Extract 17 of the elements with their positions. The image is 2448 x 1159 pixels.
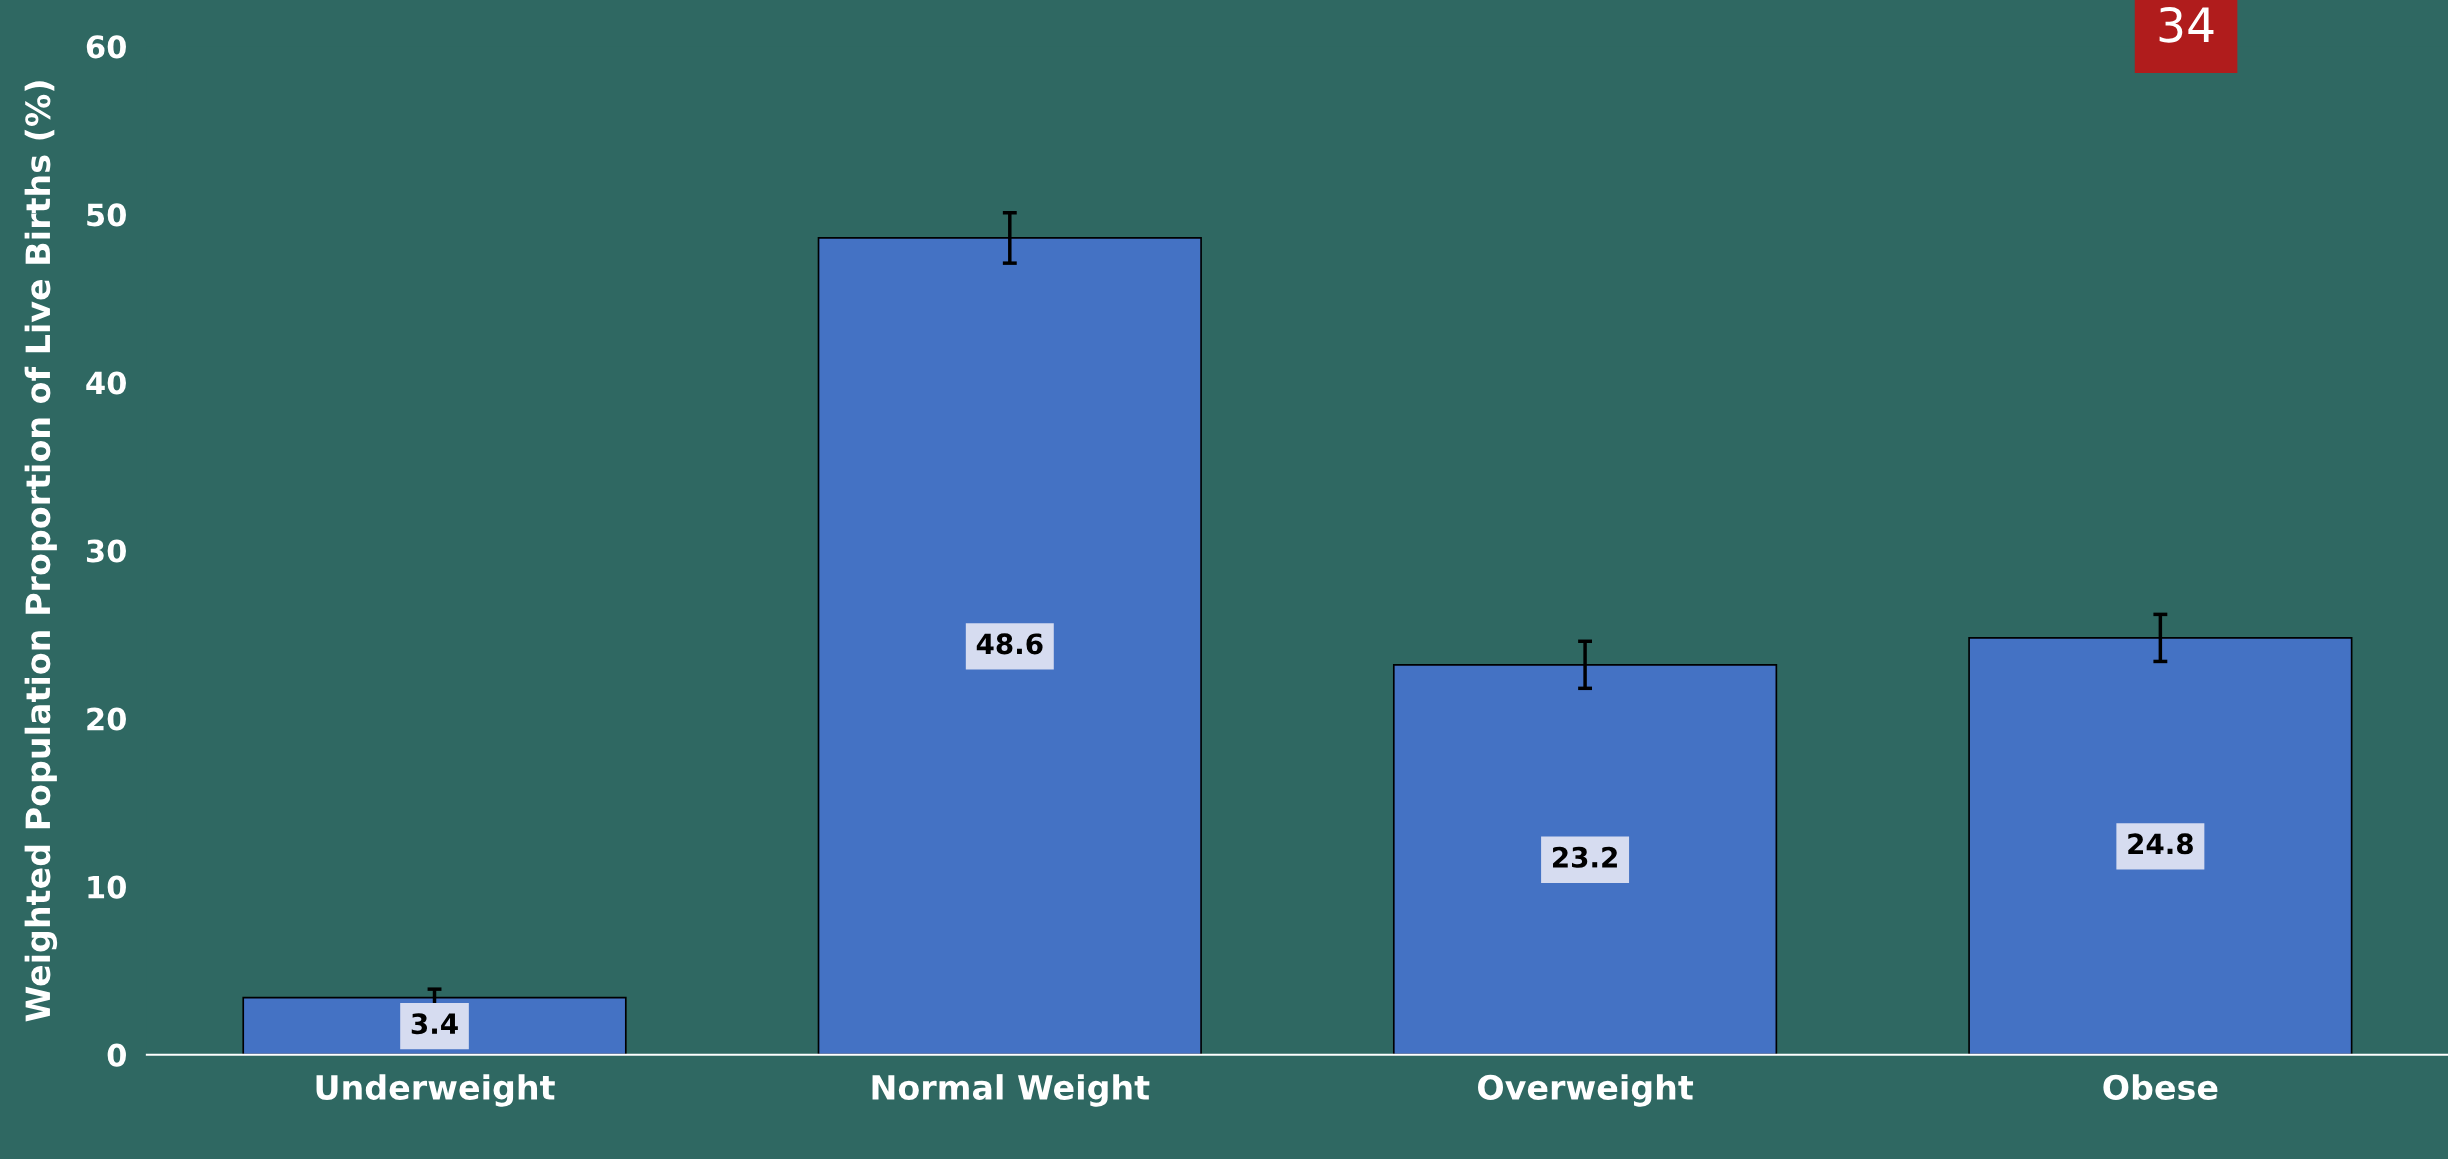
x-tick-label: Obese [2103,1074,2218,1100]
data-label: 24.8 [2128,833,2193,855]
y-tick-label: 40 [86,371,126,395]
y-tick-label: 60 [86,35,126,59]
y-tick-label: 20 [87,707,126,731]
y-tick-label: 10 [88,875,126,899]
data-label: 48.6 [976,633,1043,655]
y-axis-title: Weighted Population Proportion of Live Births (%) [24,81,58,1022]
x-tick-label: Normal Weight [872,1074,1150,1107]
data-label: 23.2 [1553,846,1617,868]
y-tick-label: 0 [107,1043,126,1067]
text: 34 [2159,6,2214,43]
data-label: 3.4 [411,1013,458,1035]
y-tick-label: 30 [86,539,126,563]
x-tick-label: Overweight [1478,1074,1694,1107]
x-tick-label: Underweight [316,1074,555,1107]
y-tick-label: 50 [87,203,126,227]
